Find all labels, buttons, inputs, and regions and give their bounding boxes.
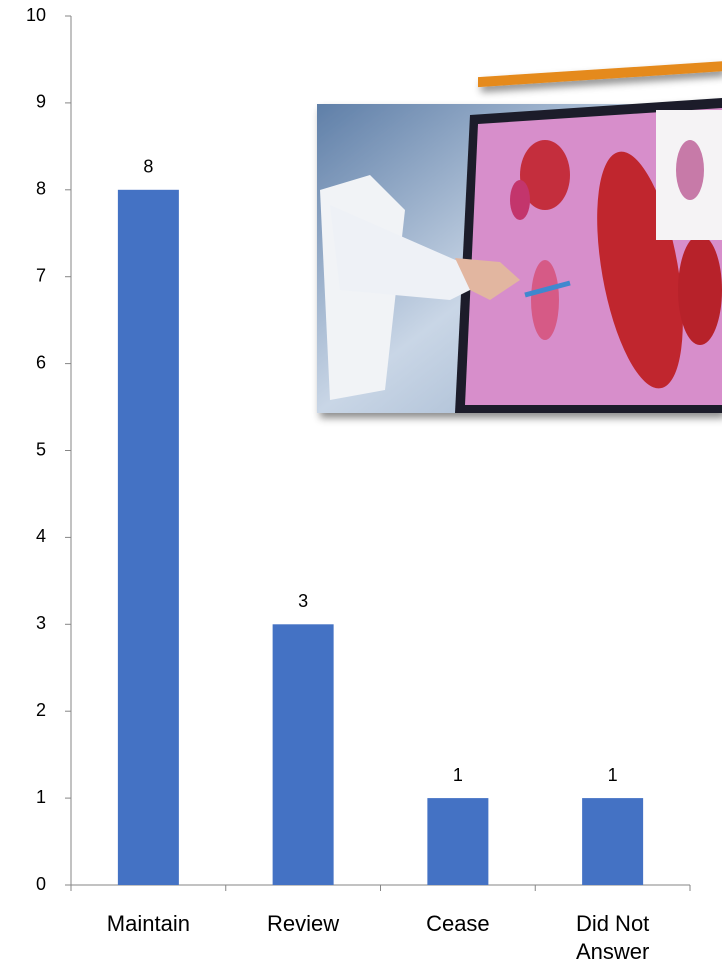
y-tick-label: 6 bbox=[36, 352, 46, 372]
y-tick-label: 3 bbox=[36, 613, 46, 633]
y-tick-label: 5 bbox=[36, 439, 46, 459]
value-label: 1 bbox=[453, 765, 463, 785]
y-tick-label: 0 bbox=[36, 874, 46, 894]
x-tick-label: Maintain bbox=[106, 911, 190, 936]
x-tick-label: Cease bbox=[426, 911, 490, 936]
y-tick-label: 4 bbox=[36, 526, 46, 546]
value-label: 3 bbox=[298, 591, 308, 611]
photo bbox=[317, 61, 722, 413]
bar bbox=[582, 798, 644, 885]
value-label: 1 bbox=[608, 765, 618, 785]
bar bbox=[117, 189, 179, 886]
value-label: 8 bbox=[143, 157, 153, 177]
y-tick-label: 10 bbox=[26, 5, 46, 25]
bar bbox=[427, 798, 489, 885]
y-tick-label: 1 bbox=[36, 787, 46, 807]
bar bbox=[272, 624, 334, 885]
y-tick-label: 2 bbox=[36, 700, 46, 720]
x-tick-label: Review bbox=[267, 911, 340, 936]
x-tick-label: Did Not Answer bbox=[575, 911, 650, 964]
y-tick-label: 7 bbox=[36, 265, 46, 285]
y-tick-label: 9 bbox=[36, 92, 46, 112]
y-tick-label: 8 bbox=[36, 179, 46, 199]
